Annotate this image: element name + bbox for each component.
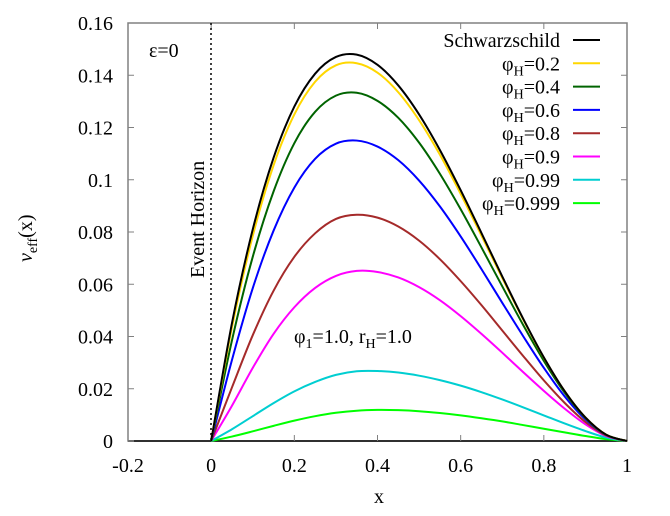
- y-tick-label: 0.14: [78, 65, 113, 87]
- legend-label: φH=0.9: [502, 147, 560, 173]
- legend: SchwarzschildφH=0.2φH=0.4φH=0.6φH=0.8φH=…: [443, 30, 600, 219]
- epsilon-annotation: ε=0: [149, 40, 179, 62]
- y-tick-label: 0: [103, 431, 113, 453]
- y-tick-label: 0.16: [78, 13, 113, 35]
- legend-label: Schwarzschild: [443, 30, 560, 52]
- legend-label: φH=0.2: [502, 53, 560, 79]
- legend-label: φH=0.8: [502, 123, 560, 149]
- y-tick-label: 0.12: [78, 118, 113, 140]
- x-axis-label: x: [374, 486, 384, 508]
- series-line: [210, 61, 628, 442]
- event-horizon-label: Event Horizon: [187, 161, 209, 278]
- y-tick-label: 0.08: [78, 222, 113, 244]
- x-tick-label: 0.6: [448, 455, 473, 477]
- params-annotation: φ1=1.0, rH=1.0: [294, 326, 412, 352]
- data-series: [210, 52, 628, 442]
- y-tick-label: 0.06: [78, 274, 113, 296]
- tick-labels: -0.2 0 0.2 0.4 0.6 0.8 100.020.040.060.080.10.…: [78, 13, 632, 477]
- legend-label: φH=0.999: [482, 193, 560, 219]
- legend-label: φH=0.4: [502, 77, 560, 103]
- series-line: [210, 213, 628, 442]
- legend-label: φH=0.99: [492, 170, 560, 196]
- series-line: [210, 139, 628, 442]
- x-tick-label: 1: [622, 455, 632, 477]
- legend-label: φH=0.6: [502, 100, 560, 126]
- x-tick-label: 0.8: [531, 455, 556, 477]
- series-line: [210, 91, 628, 442]
- y-tick-label: 0.04: [78, 327, 113, 349]
- series-line: [210, 269, 628, 442]
- series-line: [210, 408, 628, 442]
- series-line: [210, 52, 628, 442]
- x-tick-label: 0.4: [365, 455, 390, 477]
- x-tick-label: -0.2: [112, 455, 144, 477]
- x-tick-label: 0.2: [282, 455, 307, 477]
- y-tick-label: 0.1: [88, 170, 113, 192]
- x-tick-label: 0: [206, 455, 216, 477]
- y-tick-label: 0.02: [78, 379, 113, 401]
- y-axis-label: veff(x): [15, 214, 41, 262]
- series-line: [210, 369, 628, 442]
